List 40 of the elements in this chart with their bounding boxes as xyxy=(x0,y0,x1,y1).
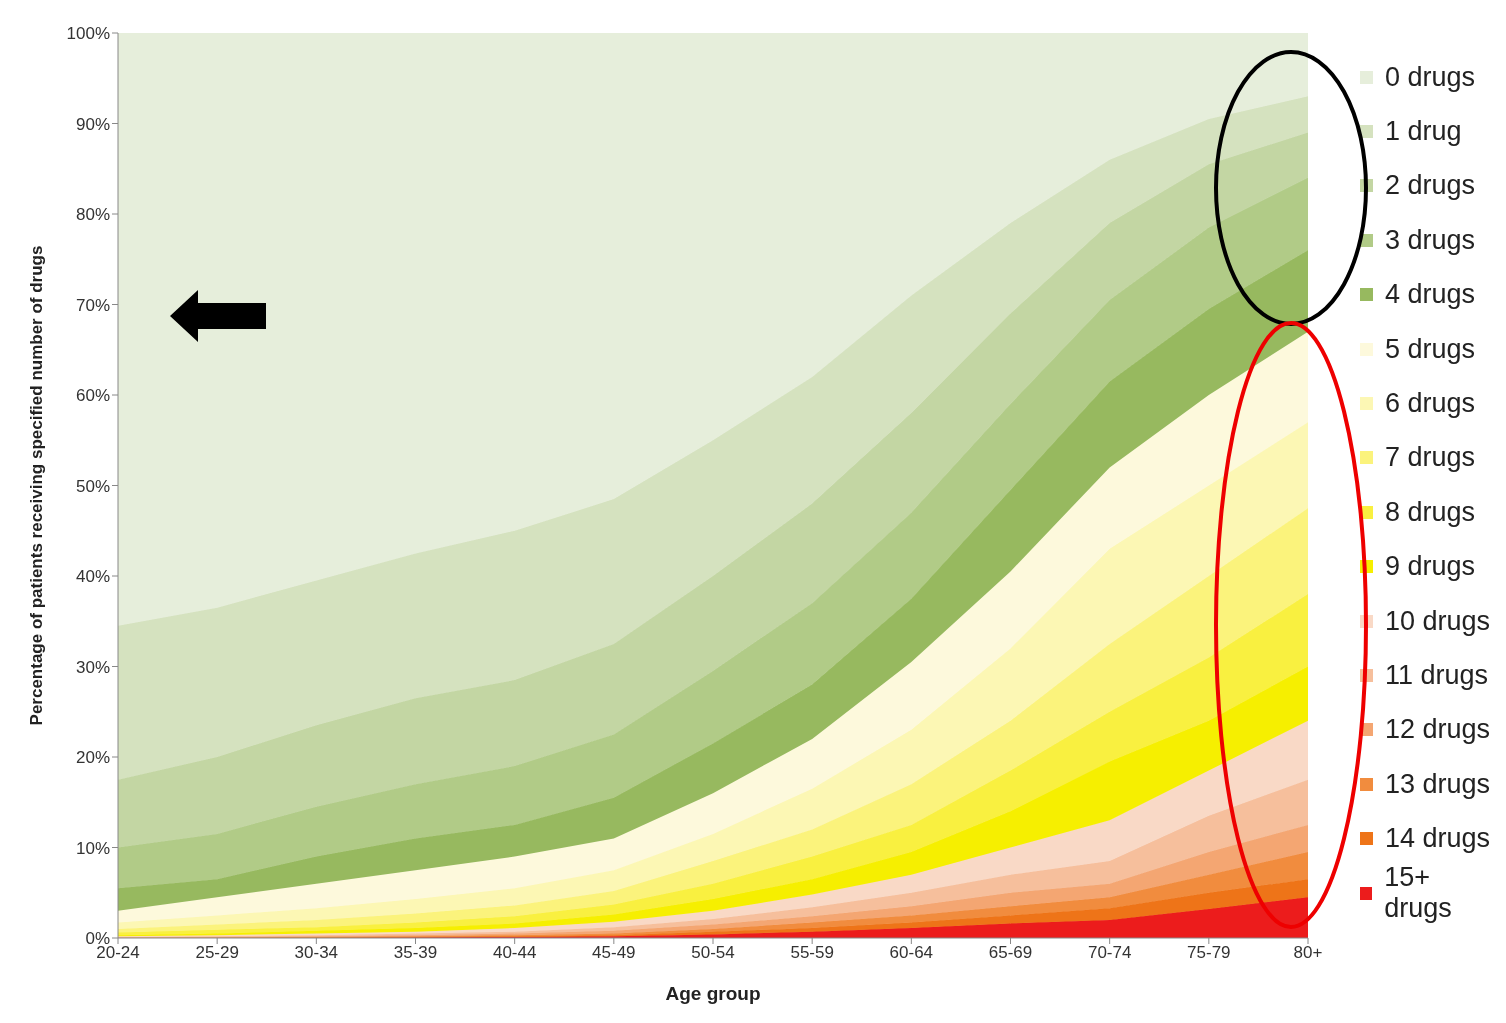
y-tick-label: 50% xyxy=(75,476,110,496)
legend-label: 14 drugs xyxy=(1385,823,1491,855)
y-tick-label: 30% xyxy=(75,657,110,677)
x-tick-label: 80+ xyxy=(1293,943,1323,963)
legend-label: 1 drug xyxy=(1385,116,1462,148)
x-tick-label: 55-59 xyxy=(790,943,834,963)
legend-label: 6 drugs xyxy=(1385,388,1476,420)
x-tick-label: 70-74 xyxy=(1087,943,1132,963)
legend-label: 3 drugs xyxy=(1385,224,1476,256)
x-axis-title: Age group xyxy=(665,983,761,1004)
y-tick-label: 80% xyxy=(75,205,110,225)
legend-label: 15+ drugs xyxy=(1384,862,1453,925)
legend-label: 10 drugs xyxy=(1385,605,1491,637)
x-tick-label: 25-29 xyxy=(195,943,239,963)
legend-label: 4 drugs xyxy=(1385,279,1476,311)
y-tick-label: 40% xyxy=(75,567,110,587)
legend-label: 5 drugs xyxy=(1385,333,1476,365)
legend-label: 11 drugs xyxy=(1385,659,1489,691)
legend-label: 9 drugs xyxy=(1385,551,1476,583)
y-tick-label: 90% xyxy=(75,114,110,134)
legend-label: 7 drugs xyxy=(1385,442,1476,474)
x-tick-label: 75-79 xyxy=(1187,943,1231,963)
x-tick-label: 60-64 xyxy=(889,943,934,963)
x-tick-label: 30-34 xyxy=(294,943,339,963)
x-tick-label: 45-49 xyxy=(592,943,636,963)
y-tick-label: 60% xyxy=(75,386,110,406)
y-tick-label: 10% xyxy=(75,838,110,858)
legend-label: 0 drugs xyxy=(1385,61,1476,93)
y-tick-label: 20% xyxy=(75,748,110,768)
x-tick-label: 65-69 xyxy=(988,943,1033,963)
legend-label: 13 drugs xyxy=(1385,768,1491,800)
x-tick-label: 35-39 xyxy=(393,943,438,963)
legend-label: 8 drugs xyxy=(1385,496,1476,528)
x-tick-label: 40-44 xyxy=(492,943,537,963)
y-tick-label: 100% xyxy=(66,24,110,44)
legend-label: 12 drugs xyxy=(1385,714,1491,746)
x-tick-label: 50-54 xyxy=(691,943,735,963)
legend-label: 2 drugs xyxy=(1385,170,1476,202)
y-tick-label: 70% xyxy=(75,295,110,315)
y-axis-title: Percentage of patients receiving specified number of drugs xyxy=(27,245,47,726)
